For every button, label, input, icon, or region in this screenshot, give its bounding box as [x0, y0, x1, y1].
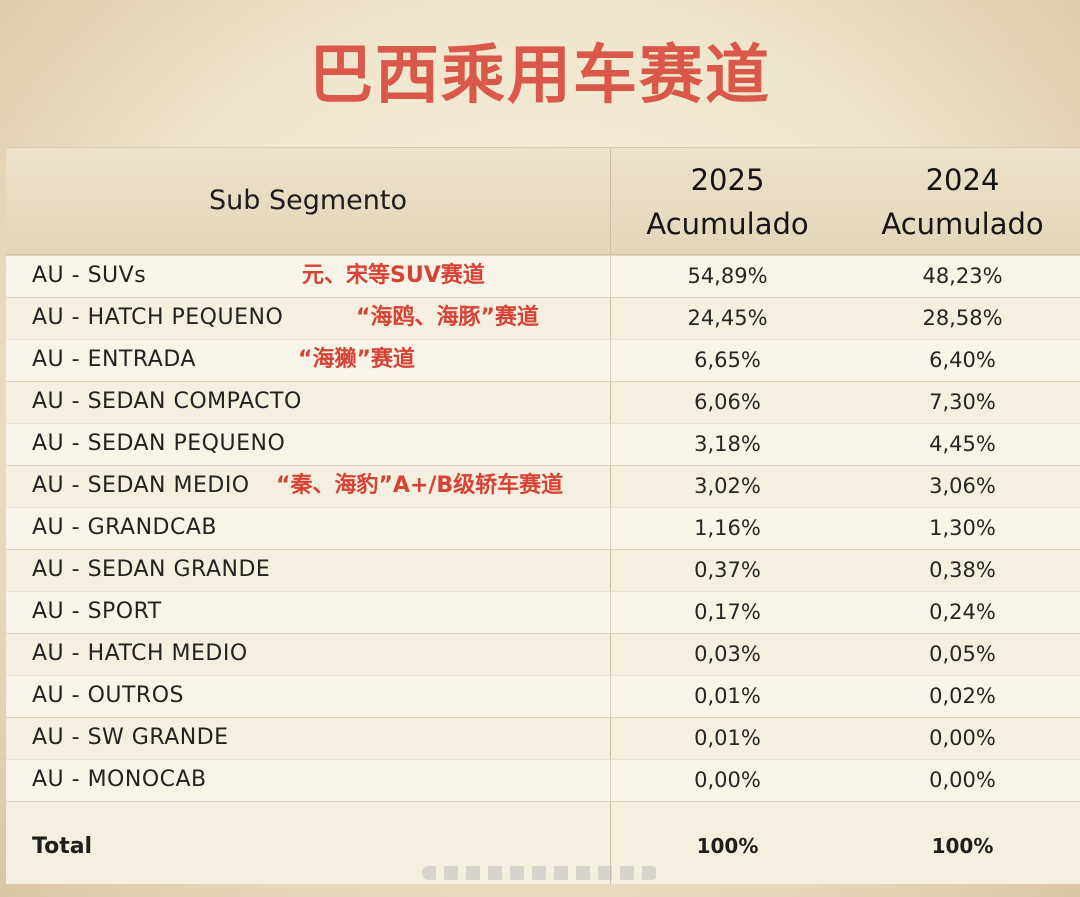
value-2025: 6,06%: [694, 390, 761, 414]
table-row: AU - SEDAN MEDIO “秦、海豹”A+/B级轿车赛道 3,02% 3,06…: [6, 465, 1080, 508]
total-2024: 100%: [931, 834, 994, 858]
segment-name: AU - MONOCAB: [32, 767, 207, 792]
value-2025: 0,01%: [694, 684, 761, 708]
watermark: [422, 866, 658, 880]
total-label: Total: [32, 834, 93, 859]
header-2025-year: 2025: [690, 163, 765, 197]
total-row: Total 100% 100%: [6, 814, 1080, 884]
value-2025: 3,18%: [694, 432, 761, 456]
value-2024: 0,05%: [929, 642, 996, 666]
segment-name: AU - SPORT: [32, 599, 162, 624]
table-row: AU - SEDAN PEQUENO 3,18% 4,45%: [6, 423, 1080, 466]
value-2024: 28,58%: [922, 306, 1003, 330]
segment-name: AU - GRANDCAB: [32, 515, 217, 540]
segment-name: AU - ENTRADA: [32, 347, 196, 372]
column-divider: [610, 148, 611, 884]
value-2025: 0,17%: [694, 600, 761, 624]
segment-annotation: “秦、海豹”A+/B级轿车赛道: [276, 473, 564, 498]
table-row: AU - GRANDCAB 1,16% 1,30%: [6, 507, 1080, 550]
value-2024: 0,00%: [929, 726, 996, 750]
table-row: AU - SEDAN COMPACTO 6,06% 7,30%: [6, 381, 1080, 424]
segment-name: AU - SEDAN PEQUENO: [32, 431, 286, 456]
segment-name: AU - SEDAN MEDIO: [32, 473, 250, 498]
header-2025-acumulado: 2025 Acumulado: [610, 158, 845, 248]
segment-name: AU - HATCH PEQUENO: [32, 305, 284, 330]
value-2025: 24,45%: [687, 306, 768, 330]
segment-name: AU - SUVs: [32, 263, 147, 288]
segment-name: AU - HATCH MEDIO: [32, 641, 248, 666]
value-2024: 0,38%: [929, 558, 996, 582]
table-row: AU - HATCH MEDIO 0,03% 0,05%: [6, 633, 1080, 676]
table-header: Sub Segmento 2025 Acumulado 2024 Acumula…: [6, 148, 1080, 256]
table-row: AU - SW GRANDE 0,01% 0,00%: [6, 717, 1080, 760]
header-2024-acumulado: 2024 Acumulado: [845, 158, 1080, 248]
header-2024-year: 2024: [925, 163, 1000, 197]
value-2025: 0,03%: [694, 642, 761, 666]
total-2025: 100%: [696, 834, 759, 858]
value-2025: 3,02%: [694, 474, 761, 498]
value-2024: 48,23%: [922, 264, 1003, 288]
header-2025-label: Acumulado: [646, 207, 809, 241]
segment-share-table: Sub Segmento 2025 Acumulado 2024 Acumula…: [6, 147, 1080, 884]
value-2024: 6,40%: [929, 348, 996, 372]
segment-name: AU - SEDAN COMPACTO: [32, 389, 302, 414]
table-row: AU - MONOCAB 0,00% 0,00%: [6, 759, 1080, 802]
value-2024: 4,45%: [929, 432, 996, 456]
table-row: AU - SEDAN GRANDE 0,37% 0,38%: [6, 549, 1080, 592]
value-2024: 0,24%: [929, 600, 996, 624]
segment-annotation: 元、宋等SUV赛道: [302, 263, 485, 288]
table-row: AU - ENTRADA “海獭”赛道 6,65% 6,40%: [6, 339, 1080, 382]
page-title: 巴西乘用车赛道: [309, 39, 771, 113]
segment-name: AU - OUTROS: [32, 683, 185, 708]
value-2024: 3,06%: [929, 474, 996, 498]
value-2025: 54,89%: [687, 264, 768, 288]
value-2025: 6,65%: [694, 348, 761, 372]
segment-name: AU - SEDAN GRANDE: [32, 557, 271, 582]
value-2024: 7,30%: [929, 390, 996, 414]
value-2025: 0,00%: [694, 768, 761, 792]
header-2024-label: Acumulado: [881, 207, 1044, 241]
header-sub-segmento: Sub Segmento: [209, 185, 407, 216]
value-2024: 1,30%: [929, 516, 996, 540]
segment-annotation: “海鸥、海豚”赛道: [356, 305, 539, 330]
value-2025: 0,37%: [694, 558, 761, 582]
value-2024: 0,00%: [929, 768, 996, 792]
table-row: AU - SUVs 元、宋等SUV赛道 54,89% 48,23%: [6, 255, 1080, 298]
value-2024: 0,02%: [929, 684, 996, 708]
value-2025: 1,16%: [694, 516, 761, 540]
value-2025: 0,01%: [694, 726, 761, 750]
table-row: AU - OUTROS 0,01% 0,02%: [6, 675, 1080, 718]
table-row: AU - SPORT 0,17% 0,24%: [6, 591, 1080, 634]
table-row: AU - HATCH PEQUENO “海鸥、海豚”赛道 24,45% 28,58%: [6, 297, 1080, 340]
segment-annotation: “海獭”赛道: [298, 347, 415, 372]
segment-name: AU - SW GRANDE: [32, 725, 229, 750]
